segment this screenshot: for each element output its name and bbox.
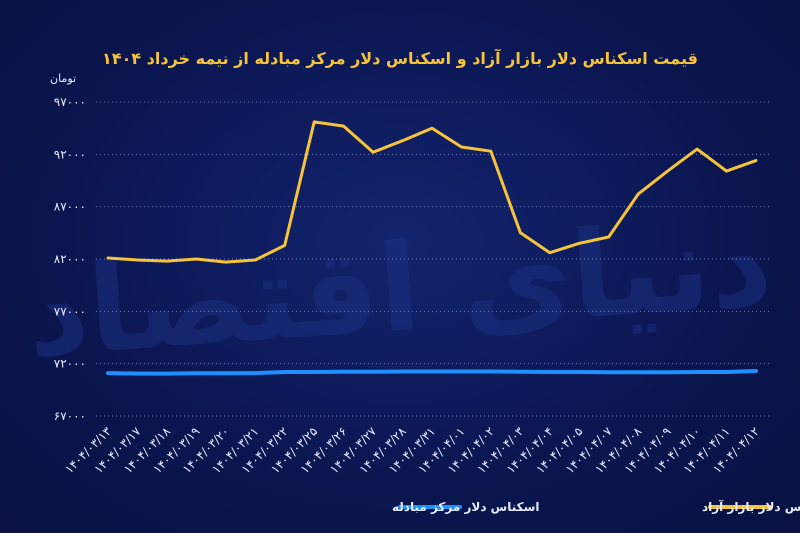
y-axis-unit-label: تومان	[50, 72, 76, 85]
y-tick-label: ۹۷۰۰۰	[54, 95, 86, 109]
y-tick-label: ۸۲۰۰۰	[54, 252, 86, 266]
legend-label: اسکناس دلار مرکز مبادله	[392, 500, 540, 514]
y-tick-labels: ۹۷۰۰۰ ۹۲۰۰۰ ۸۷۰۰۰ ۸۲۰۰۰ ۷۷۰۰۰ ۷۲۰۰۰ ۶۷۰۰۰	[54, 95, 86, 423]
y-tick-label: ۸۷۰۰۰	[54, 200, 86, 214]
chart-title: قیمت اسکناس دلار بازار آزاد و اسکناس دلا…	[102, 48, 698, 68]
legend: اسکناس دلار بازار آزاد اسکناس دلار مرکز م…	[392, 499, 800, 514]
series-lines	[106, 120, 758, 376]
y-tick-label: ۷۲۰۰۰	[54, 357, 86, 371]
x-tick-labels: ۱۴۰۴/۰۳/۱۳۱۴۰۴/۰۳/۱۷۱۴۰۴/۰۳/۱۸۱۴۰۴/۰۳/۱۹…	[62, 424, 762, 476]
y-tick-label: ۷۷۰۰۰	[54, 304, 86, 318]
y-tick-label: ۹۲۰۰۰	[54, 147, 86, 161]
series-line	[106, 369, 758, 376]
legend-label: اسکناس دلار بازار آزاد	[702, 499, 800, 514]
series-line	[106, 120, 758, 264]
y-tick-label: ۶۷۰۰۰	[54, 409, 86, 423]
watermark-logo: دنیای اقتصاد	[22, 194, 776, 385]
